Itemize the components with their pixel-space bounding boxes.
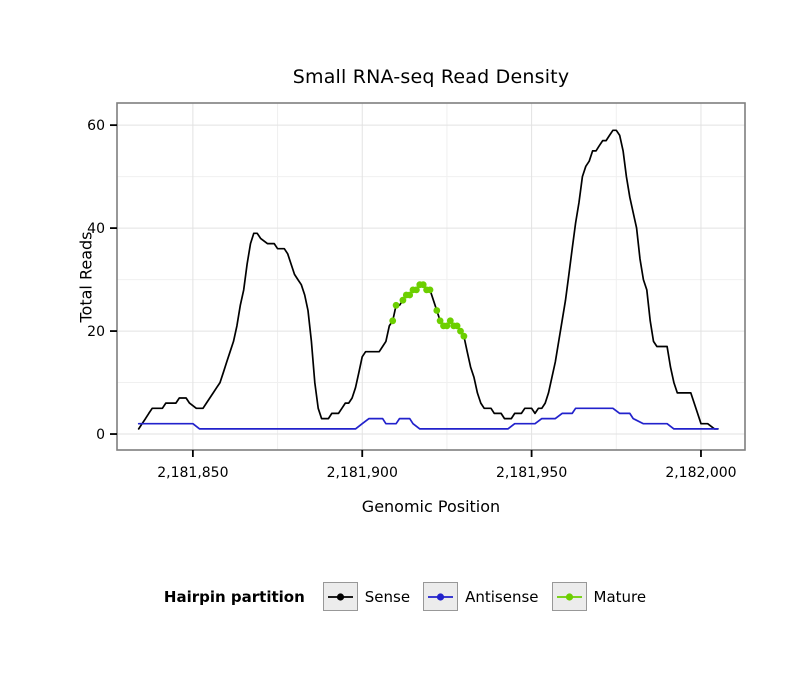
chart-title: Small RNA-seq Read Density xyxy=(292,66,570,88)
series-mature-point xyxy=(453,322,461,330)
plot-panel xyxy=(117,103,745,450)
series-mature-point xyxy=(419,281,427,289)
x-tick-label: 2,182,000 xyxy=(665,465,736,481)
series-antisense-line xyxy=(137,407,719,430)
legend-label-sense: Sense xyxy=(364,587,411,606)
series-mature-point xyxy=(413,286,420,294)
series-mature-point xyxy=(406,291,414,299)
legend-glyph-mature xyxy=(556,592,582,601)
legend-items: Sense Antisense Mature xyxy=(322,582,647,611)
x-tick-label: 2,181,900 xyxy=(327,465,398,481)
legend-item-sense: Sense xyxy=(322,582,411,611)
panel-border xyxy=(116,102,746,451)
chart-legend: Hairpin partition Sense Antisense Mature xyxy=(0,582,810,611)
y-tick-label: 0 xyxy=(96,427,105,443)
series-mature-point xyxy=(399,296,407,304)
read-density-chart: 2,181,850 2,181,900 2,181,950 2,182,000 0 20 4… xyxy=(87,102,746,481)
legend-label-mature: Mature xyxy=(593,587,647,606)
y-tick-label: 60 xyxy=(87,118,105,134)
series-mature-point xyxy=(426,286,434,294)
y-tick-label: 40 xyxy=(87,221,105,237)
legend-item-antisense: Antisense xyxy=(423,582,539,611)
x-tick-label: 2,181,850 xyxy=(157,465,228,481)
y-tick-label: 20 xyxy=(87,324,105,340)
series-mature-point xyxy=(392,301,400,309)
legend-key-mature xyxy=(551,582,587,611)
series-sense-line xyxy=(137,129,719,430)
x-tick-label: 2,181,950 xyxy=(496,465,567,481)
series-mature-point xyxy=(460,332,468,340)
series-mature-point xyxy=(436,317,444,325)
series-mature-point xyxy=(433,307,441,314)
legend-label-antisense: Antisense xyxy=(465,587,539,606)
series-mature-point xyxy=(446,317,454,325)
legend-item-mature: Mature xyxy=(551,582,647,611)
legend-key-antisense xyxy=(423,582,459,611)
legend-glyph-antisense xyxy=(428,592,454,601)
legend-glyph-sense xyxy=(327,592,353,601)
x-axis-title: Genomic Position xyxy=(361,497,501,516)
series-mature-point xyxy=(443,322,451,330)
series-mature-point xyxy=(389,317,397,325)
legend-key-sense xyxy=(322,582,358,611)
series-mature-point xyxy=(457,327,464,335)
legend-title: Hairpin partition xyxy=(163,587,305,606)
